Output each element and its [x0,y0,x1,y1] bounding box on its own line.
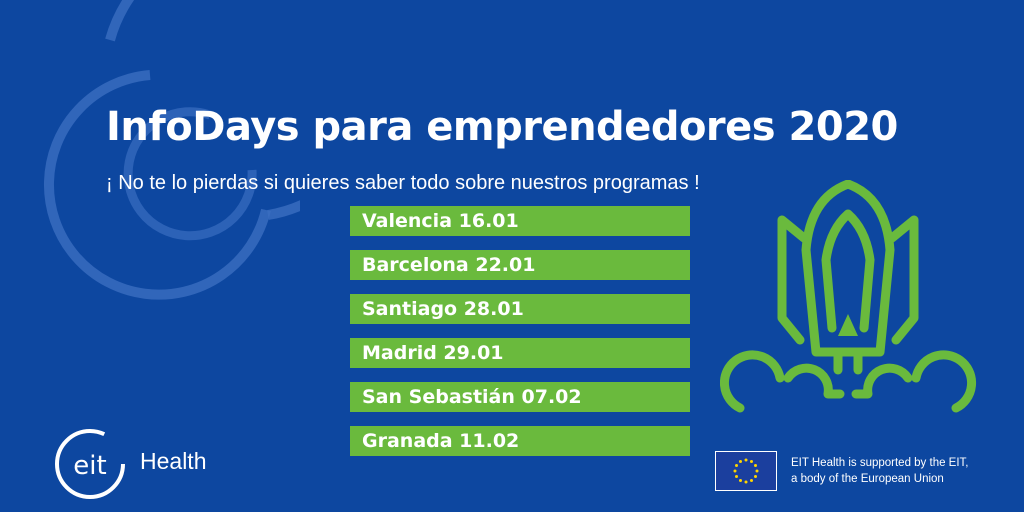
event-item-valencia: Valencia 16.01 [350,206,690,236]
eu-flag-icon [715,451,777,491]
event-item-madrid: Madrid 29.01 [350,338,690,368]
background-rings-icon [43,0,300,300]
event-item-santiago: Santiago 28.01 [350,294,690,324]
rocket-icon [720,180,977,413]
eit-logo-icon: eit [55,429,125,499]
event-item-san-sebastian: San Sebastián 07.02 [350,382,690,412]
event-item-granada: Granada 11.02 [350,426,690,456]
logo-mark: eit [73,451,106,481]
page-subtitle: ¡ No te lo pierdas si quieres saber todo… [106,172,700,194]
page-title: InfoDays para emprendedores 2020 [106,104,898,150]
eu-notice-line-1: EIT Health is supported by the EIT, [791,457,969,469]
event-list: Valencia 16.01 Barcelona 22.01 Santiago … [350,206,690,470]
eu-support-notice: EIT Health is supported by the EIT, a bo… [791,455,969,487]
eu-notice-line-2: a body of the European Union [791,473,944,485]
event-item-barcelona: Barcelona 22.01 [350,250,690,280]
logo-name: Health [140,448,207,474]
